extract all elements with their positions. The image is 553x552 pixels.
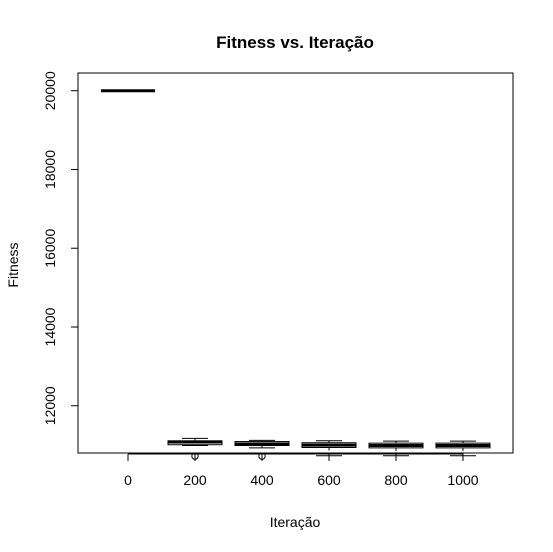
plot-frame	[77, 72, 514, 454]
y-tick-label: 16000	[42, 229, 58, 268]
box-1000	[435, 440, 491, 457]
y-tick-label: 14000	[42, 307, 58, 346]
y-axis-label: Fitness	[5, 242, 21, 287]
x-tick-label: 600	[317, 472, 341, 488]
boxes-layer	[101, 89, 491, 460]
x-tick-label: 0	[124, 472, 132, 488]
chart-title: Fitness vs. Iteração	[216, 33, 374, 52]
x-tick-label: 400	[250, 472, 274, 488]
x-axis: 0 200 400 600 800 1000	[124, 453, 479, 488]
box-400	[234, 439, 290, 460]
y-tick-label: 20000	[42, 71, 58, 110]
y-tick-label: 18000	[42, 150, 58, 189]
x-tick-label: 200	[183, 472, 207, 488]
box-200	[167, 437, 223, 460]
y-tick-label: 12000	[42, 386, 58, 425]
y-axis: 12000 14000 16000 18000 20000	[42, 71, 79, 425]
x-tick-label: 800	[384, 472, 408, 488]
x-axis-label: Iteração	[270, 514, 321, 530]
x-tick-label: 1000	[447, 472, 478, 488]
